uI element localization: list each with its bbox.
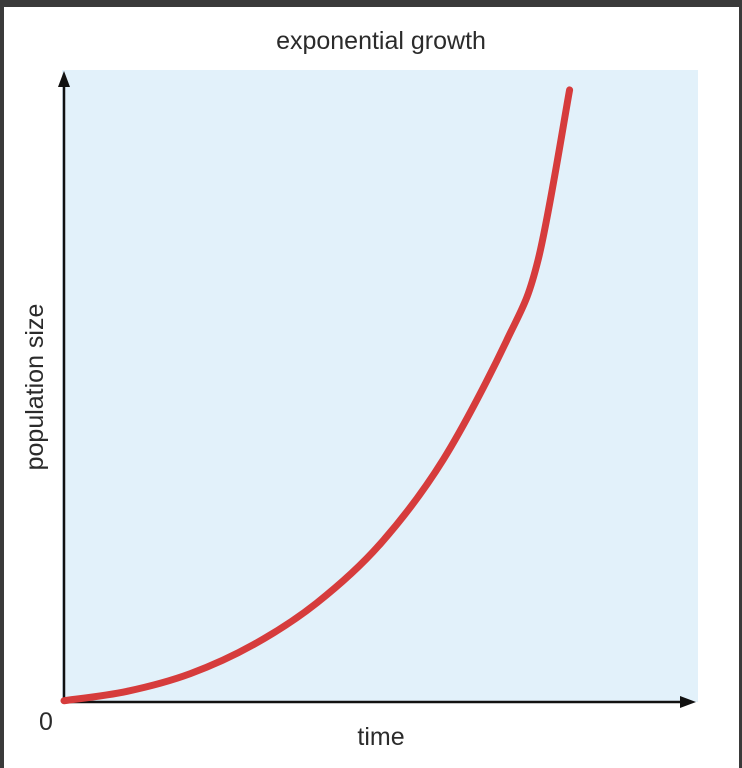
- origin-tick-label: 0: [39, 708, 53, 736]
- series-line: [60, 86, 574, 705]
- y-axis-arrow-icon: [58, 71, 70, 87]
- plot-background: [62, 70, 698, 702]
- x-axis-arrow-icon: [680, 696, 696, 708]
- chart-title: exponential growth: [276, 27, 486, 55]
- y-axis-label: population size: [21, 304, 49, 471]
- x-axis-label: time: [357, 723, 404, 751]
